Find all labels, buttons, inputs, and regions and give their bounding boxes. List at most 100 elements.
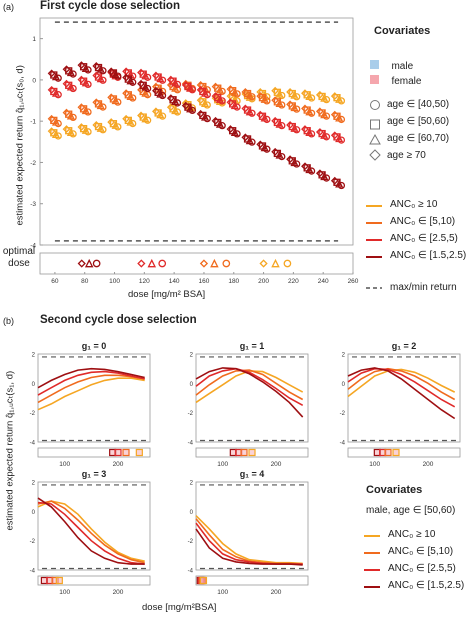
data-point bbox=[129, 78, 137, 86]
x-tick-label: 200 bbox=[258, 278, 269, 285]
data-point bbox=[263, 97, 271, 105]
optimal-dose-point bbox=[147, 258, 157, 268]
optimal-dose-point bbox=[259, 259, 268, 268]
panel-b-tag: (b) bbox=[3, 316, 14, 326]
data-point bbox=[307, 109, 316, 117]
data-point bbox=[307, 94, 316, 102]
legend-a-anc-1: ANC₀ ∈ [5,10) bbox=[390, 216, 456, 227]
circle-marker-icon bbox=[370, 100, 380, 110]
subplot-frame bbox=[347, 353, 461, 443]
series-line bbox=[37, 374, 145, 404]
subplot-frame bbox=[195, 481, 309, 571]
data-point bbox=[278, 152, 286, 161]
x-tick-label: 100 bbox=[109, 278, 120, 285]
diamond-marker-icon bbox=[369, 149, 381, 161]
data-point bbox=[233, 130, 241, 138]
data-point bbox=[99, 76, 107, 84]
data-point bbox=[322, 174, 331, 182]
subplot-title: g₁ = 4 bbox=[240, 469, 264, 479]
data-point bbox=[337, 97, 346, 105]
data-point bbox=[173, 108, 182, 116]
y-tick-label: -4 bbox=[340, 441, 346, 447]
y-tick-label: -4 bbox=[30, 569, 36, 575]
x-tick-label: 160 bbox=[199, 278, 210, 285]
data-point bbox=[84, 80, 92, 89]
y-tick-label: -2 bbox=[30, 411, 36, 417]
optimal-dose-point bbox=[199, 576, 208, 585]
legend-a-age-0: age ∈ [40,50) bbox=[387, 99, 450, 110]
data-point bbox=[99, 126, 107, 134]
legend-b-covariates-title: Covariates bbox=[366, 484, 423, 496]
legend-a-age-3: age ≥ 70 bbox=[387, 150, 426, 161]
y-tick-label: 0 bbox=[32, 510, 36, 516]
female-label: female bbox=[391, 76, 422, 87]
x-tick-label: 180 bbox=[228, 278, 239, 285]
y-tick-label: 2 bbox=[32, 353, 36, 359]
x-tick-label: 200 bbox=[113, 461, 124, 468]
series-line bbox=[347, 367, 456, 408]
series-line bbox=[347, 367, 456, 401]
y-tick-label: -2 bbox=[30, 160, 36, 167]
x-tick-label: 200 bbox=[113, 589, 124, 596]
data-point bbox=[84, 128, 92, 136]
optimal-dose-label: optimal dose bbox=[2, 246, 36, 269]
legend-a-female: female bbox=[370, 71, 421, 89]
data-point bbox=[322, 133, 331, 141]
x-tick-label: 220 bbox=[288, 278, 299, 285]
x-tick-label: 200 bbox=[271, 589, 282, 596]
y-tick-label: 0 bbox=[32, 382, 36, 388]
optimal-dose-point bbox=[137, 259, 146, 268]
data-point bbox=[143, 73, 152, 82]
optimal-dose-point bbox=[135, 448, 143, 457]
x-tick-label: 80 bbox=[81, 278, 89, 285]
legend-a-anc-3: ANC₀ ∈ [1.5,2.5) bbox=[390, 250, 467, 261]
optimal-dose-point bbox=[210, 258, 219, 268]
male-swatch bbox=[370, 60, 379, 70]
optimal-dose-point bbox=[248, 448, 256, 457]
data-point bbox=[143, 116, 152, 124]
y-tick-label: 2 bbox=[32, 481, 36, 487]
legend-a-anc-lines bbox=[366, 205, 382, 258]
data-point bbox=[233, 103, 241, 111]
legend-b-subtitle: male, age ∈ [50,60) bbox=[366, 505, 456, 516]
data-point bbox=[293, 160, 301, 168]
x-tick-label: 120 bbox=[139, 278, 150, 285]
series-line bbox=[347, 368, 456, 398]
subplot-frame bbox=[37, 353, 151, 443]
legend-a-covariates-title: Covariates bbox=[374, 25, 431, 37]
y-tick-label: 2 bbox=[190, 481, 194, 487]
data-point bbox=[114, 72, 122, 80]
x-tick-label: 100 bbox=[59, 589, 70, 596]
y-tick-label: -2 bbox=[188, 411, 194, 417]
panel-b-xlabel: dose [mg/m²BSA] bbox=[142, 602, 217, 613]
x-tick-label: 100 bbox=[369, 461, 380, 468]
optimal-dose-strip bbox=[39, 252, 354, 275]
legend-a-age-2: age ∈ [60,70) bbox=[387, 133, 450, 144]
series-line bbox=[37, 370, 145, 396]
data-point bbox=[218, 87, 226, 96]
subplot-title: g₁ = 1 bbox=[240, 341, 264, 351]
data-point bbox=[188, 86, 196, 94]
data-point bbox=[54, 119, 62, 128]
subplot-title: g₁ = 0 bbox=[82, 341, 106, 351]
data-point bbox=[54, 132, 62, 140]
legend-b-anc-1: ANC₀ ∈ [5,10) bbox=[388, 546, 454, 557]
data-point bbox=[307, 130, 316, 138]
legend-b-anc-3: ANC₀ ∈ [1.5,2.5) bbox=[388, 580, 465, 591]
data-point bbox=[54, 74, 62, 82]
series-line bbox=[37, 500, 145, 562]
series-line bbox=[195, 528, 303, 566]
optimal-dose-point bbox=[283, 259, 292, 268]
optimal-dose-point bbox=[392, 448, 400, 457]
x-tick-label: 200 bbox=[423, 461, 434, 468]
data-point bbox=[218, 97, 226, 105]
data-point bbox=[158, 112, 167, 120]
series-line bbox=[37, 500, 145, 564]
subplot-frame bbox=[195, 353, 309, 443]
data-point bbox=[233, 90, 241, 98]
panel-b-title: Second cycle dose selection bbox=[40, 314, 197, 326]
optimal-dose-point bbox=[55, 576, 63, 585]
optimal-dose-point bbox=[199, 259, 209, 268]
data-point bbox=[322, 95, 331, 104]
series-line bbox=[347, 367, 456, 420]
